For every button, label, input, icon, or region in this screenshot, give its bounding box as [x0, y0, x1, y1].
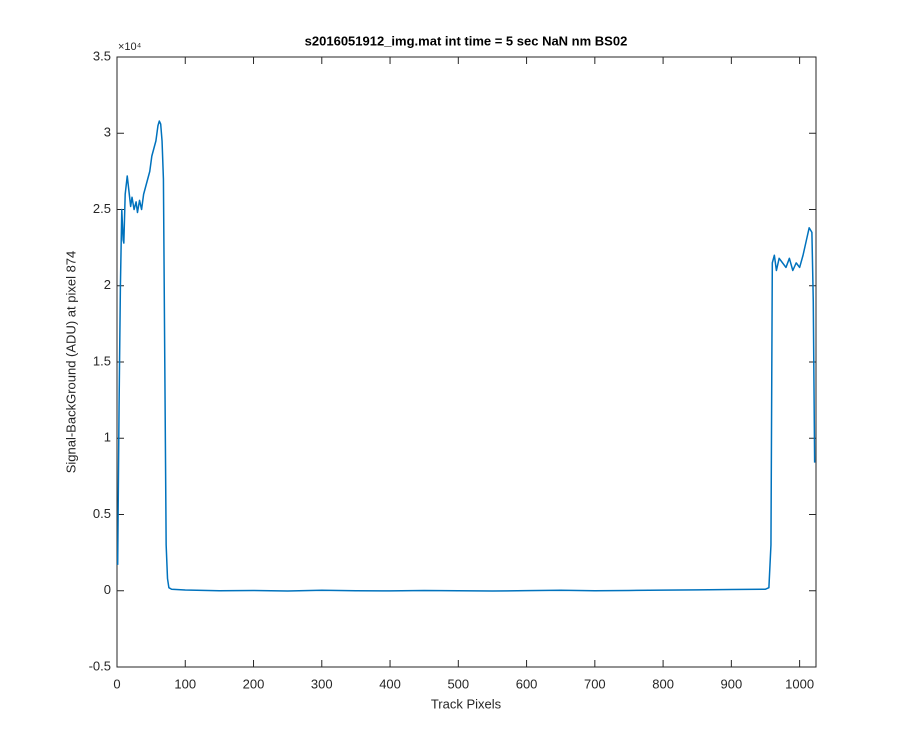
y-tick-label: -0.5 [89, 658, 111, 673]
y-tick-label: 3.5 [93, 48, 111, 63]
x-tick-label: 0 [113, 676, 120, 691]
x-tick-label: 500 [447, 676, 469, 691]
data-line [116, 120, 816, 592]
x-tick-label: 1000 [785, 676, 814, 691]
y-tick-label: 2.5 [93, 201, 111, 216]
x-tick-label: 100 [174, 676, 196, 691]
x-tick-label: 600 [516, 676, 538, 691]
x-tick-label: 400 [379, 676, 401, 691]
y-axis-label: Signal-BackGround (ADU) at pixel 874 [63, 251, 78, 474]
x-tick-label: 300 [311, 676, 333, 691]
y-tick-label: 0.5 [93, 506, 111, 521]
y-tick-label: 0 [104, 582, 111, 597]
x-axis-label: Track Pixels [431, 696, 502, 711]
x-tick-label: 200 [243, 676, 265, 691]
y-exponent: ×10⁴ [118, 41, 142, 53]
y-tick-label: 1 [104, 430, 111, 445]
x-tick-label: 900 [721, 676, 743, 691]
x-tick-label: 800 [652, 676, 674, 691]
x-tick-label: 700 [584, 676, 606, 691]
y-tick-label: 1.5 [93, 353, 111, 368]
y-tick-label: 2 [104, 277, 111, 292]
y-tick-label: 3 [104, 125, 111, 140]
chart-title: s2016051912_img.mat int time = 5 sec NaN… [305, 33, 628, 48]
plot-area [116, 56, 817, 668]
